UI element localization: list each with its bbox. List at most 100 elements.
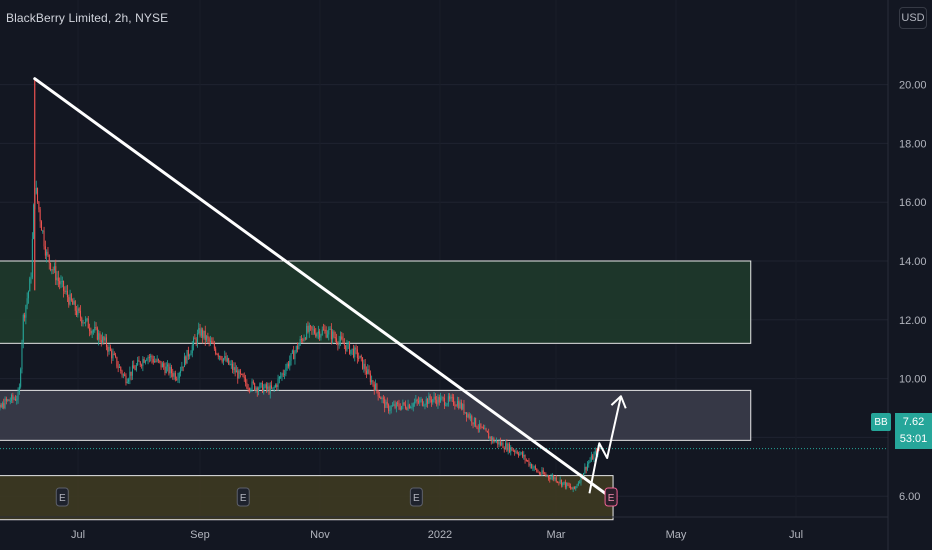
candle-body (202, 329, 204, 338)
candle-body (226, 358, 228, 362)
candle-body (328, 329, 330, 335)
candle-body (549, 477, 551, 480)
candle-body (397, 402, 399, 404)
candle-body (112, 353, 114, 359)
candle-body (216, 353, 218, 355)
currency-scale-button[interactable]: USD (899, 7, 927, 29)
candle-body (35, 187, 37, 194)
candle-body (76, 310, 78, 315)
candle-body (105, 337, 107, 347)
candle-body (264, 384, 266, 388)
candle-body (165, 366, 167, 374)
candle-body (488, 432, 490, 439)
candle-body (280, 376, 282, 378)
earnings-marker-label: E (608, 493, 615, 504)
candle-body (375, 383, 377, 391)
earnings-marker[interactable]: E (604, 487, 618, 507)
candle-body (469, 416, 471, 419)
candle-body (521, 452, 523, 457)
candle-body (419, 400, 421, 403)
support-resistance-zones (0, 260, 752, 521)
candle-body (575, 486, 577, 489)
candle-body (507, 443, 509, 451)
candle-body (403, 402, 405, 405)
candle-body (347, 342, 349, 344)
candle-body (455, 405, 457, 407)
projection-path[interactable] (588, 396, 622, 494)
candle-body (250, 389, 252, 391)
candle-body (325, 329, 327, 338)
candle-body (533, 466, 535, 468)
zone-green[interactable] (0, 260, 752, 344)
candle-body (368, 369, 370, 374)
candle-body (252, 381, 254, 384)
candle-body (156, 359, 158, 362)
candle-body (274, 384, 276, 388)
time-axis[interactable]: Jul Sep Nov 2022 Mar May Jul (71, 529, 803, 541)
candle-body (137, 360, 139, 366)
candle-body (355, 347, 357, 350)
candle-body (484, 428, 486, 430)
candle-body (342, 339, 344, 344)
candle-body (271, 385, 273, 389)
candle-body (91, 330, 93, 334)
candle-body (284, 373, 286, 375)
earnings-marker-label: E (240, 493, 247, 504)
candle-body (243, 376, 245, 378)
candle-body (308, 325, 310, 332)
candle-body (85, 319, 87, 323)
candle-body (580, 474, 582, 483)
candle-body (324, 329, 326, 331)
candle-body (168, 364, 170, 374)
candle-body (570, 486, 572, 489)
earnings-marker[interactable]: E (409, 487, 423, 507)
candle-body (384, 398, 386, 408)
zone-olive[interactable] (0, 475, 614, 521)
candle-body (126, 381, 128, 384)
candle-body (537, 471, 539, 473)
candle-body (187, 349, 189, 357)
candle-body (329, 328, 331, 330)
candle-body (321, 329, 323, 335)
downtrend-line[interactable] (33, 77, 611, 498)
candle-body (485, 428, 487, 431)
candle-body (125, 375, 127, 384)
candle-body (118, 367, 120, 369)
candlestick-series (0, 78, 600, 493)
candle-body (5, 398, 7, 401)
candle-body (247, 388, 249, 390)
candle-body (298, 344, 300, 350)
trend-annotations (33, 77, 627, 498)
candle-body (559, 479, 561, 483)
candle-body (536, 468, 538, 472)
candle-body (531, 464, 533, 469)
candle-body (541, 470, 543, 475)
zone-grey[interactable] (0, 389, 752, 441)
earnings-marker[interactable]: E (55, 487, 69, 507)
candle-body (30, 277, 32, 279)
candle-body (430, 399, 432, 403)
candle-body (585, 466, 587, 470)
candle-body (55, 266, 57, 281)
candle-body (59, 280, 61, 285)
candle-body (8, 399, 10, 402)
candle-body (224, 356, 226, 359)
candle-body (24, 315, 26, 318)
candle-body (479, 423, 481, 429)
y-tick-label: 12.00 (899, 315, 927, 327)
candle-body (73, 301, 75, 305)
y-tick-label: 6.00 (899, 491, 920, 503)
candle-body (544, 473, 546, 475)
candle-body (228, 358, 230, 365)
bar-countdown: 53:01 (899, 432, 928, 445)
candle-body (151, 355, 153, 360)
candle-body (3, 403, 5, 409)
candle-body (407, 404, 409, 410)
candle-body (391, 405, 393, 407)
earnings-marker-box (236, 487, 250, 507)
earnings-marker[interactable]: E (236, 487, 250, 507)
earnings-marker-box (409, 487, 423, 507)
current-price-value: 7.62 (902, 416, 925, 428)
